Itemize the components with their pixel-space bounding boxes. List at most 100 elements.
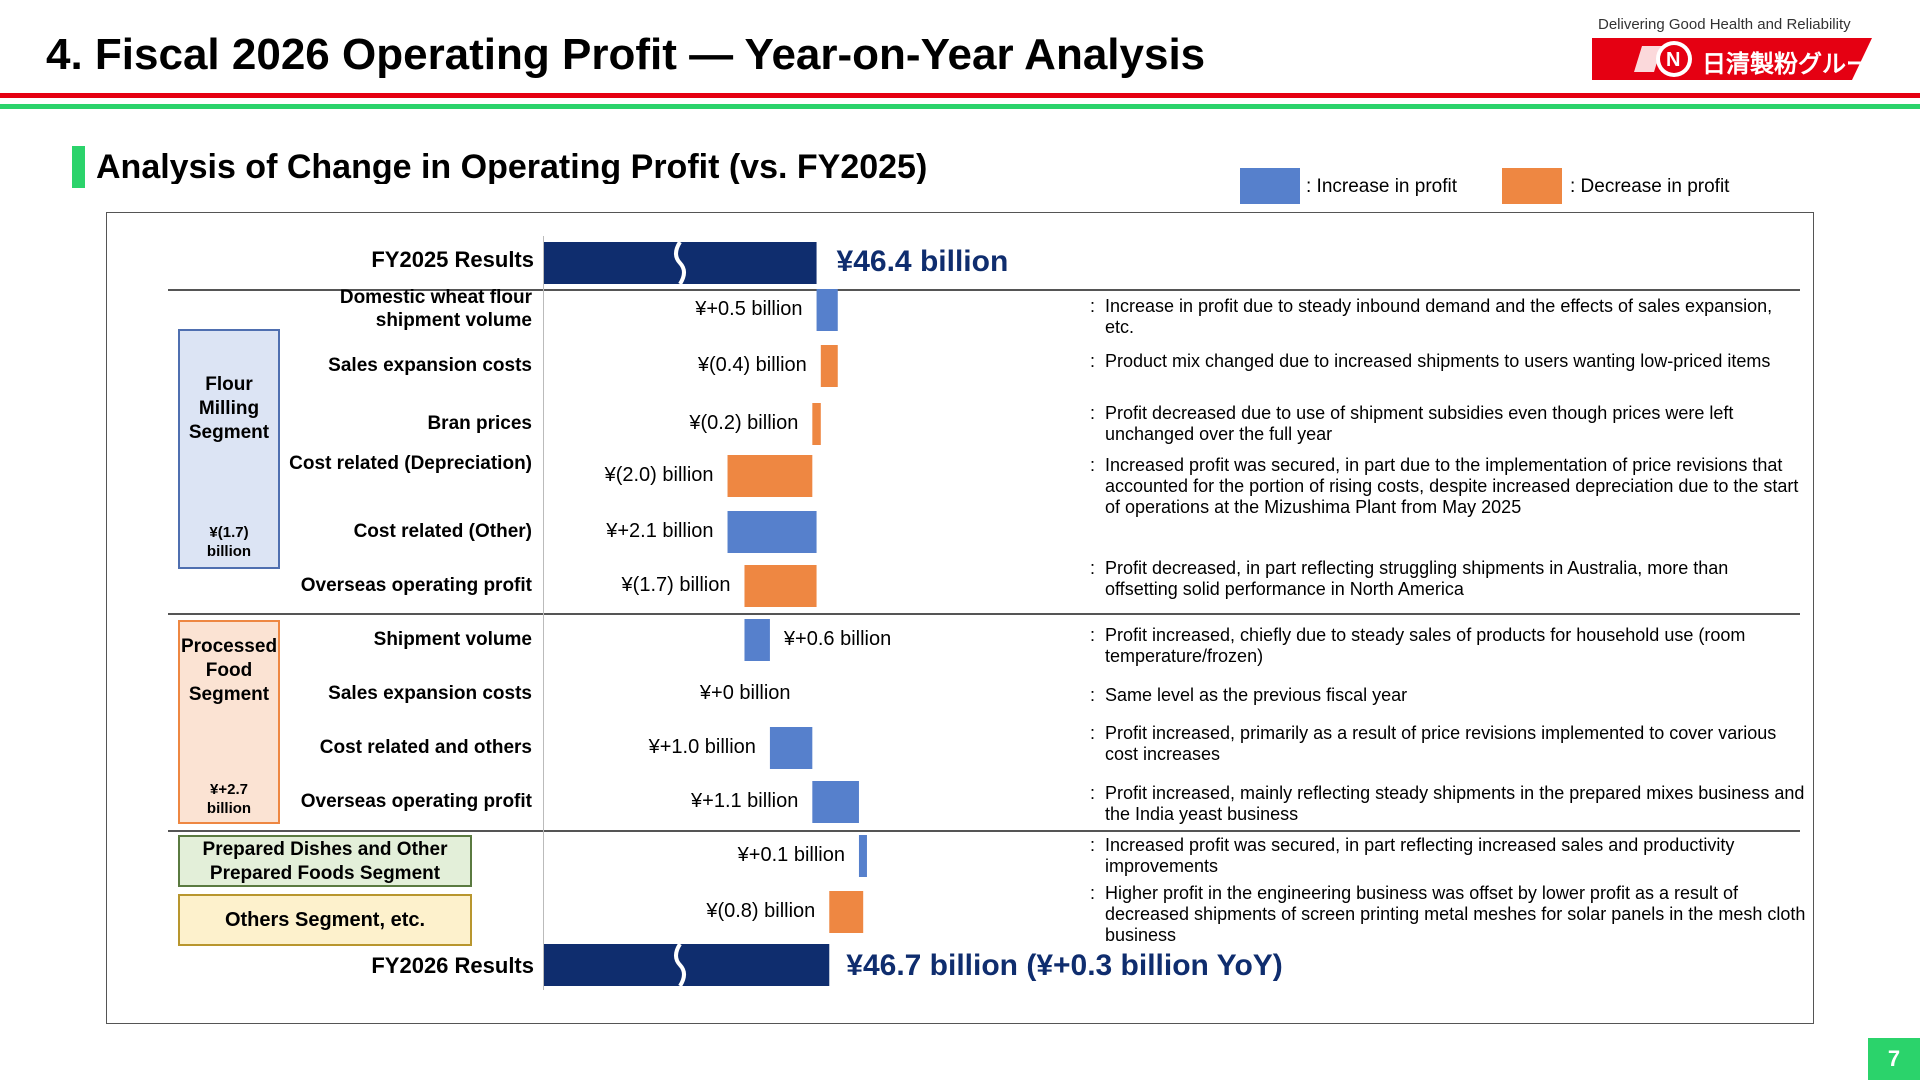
page-number: 7 <box>1868 1038 1920 1080</box>
comment-text: : Profit decreased, in part reflecting st… <box>1090 558 1806 600</box>
change-bar <box>816 289 838 331</box>
comment-colon: : <box>1090 625 1096 645</box>
value-label: ¥+1.0 billion <box>648 736 756 758</box>
logo-banner-icon: N <box>1592 38 1872 80</box>
comment-body: Profit decreased, in part reflecting str… <box>1105 558 1729 599</box>
value-label: ¥+0 billion <box>699 682 791 704</box>
value-label: ¥+2.1 billion <box>606 520 714 542</box>
section-marker <box>72 146 85 188</box>
comment-colon: : <box>1090 685 1096 705</box>
comment-colon: : <box>1090 351 1096 371</box>
item-label: Cost related (Depreciation) <box>289 453 532 474</box>
comment-colon: : <box>1090 883 1096 903</box>
legend-increase-swatch <box>1240 168 1300 204</box>
change-bar <box>727 511 817 553</box>
comment-body: Increased profit was secured, in part du… <box>1105 455 1799 517</box>
value-label: ¥+0.1 billion <box>737 844 845 866</box>
page-title: 4. Fiscal 2026 Operating Profit — Year-o… <box>46 30 1206 79</box>
comment-colon: : <box>1090 558 1096 578</box>
header-rule-red <box>0 93 1920 98</box>
value-label: ¥(2.0) billion <box>604 464 714 486</box>
comment-text: : Profit increased, mainly reflecting ste… <box>1090 783 1806 825</box>
item-label: Cost related and others <box>319 737 532 758</box>
segment-name: Others Segment, etc. <box>224 909 426 931</box>
comment-text: : Product mix changed due to increased sh… <box>1090 351 1806 372</box>
comment-text: : Same level as the previous fiscal year <box>1090 685 1806 706</box>
segment-box-flour: Flour Milling Segment ¥(1.7) billion <box>178 329 280 569</box>
segment-box-processed: Processed Food Segment ¥+2.7 billion <box>178 620 280 824</box>
comment-body: Profit increased, chiefly due to steady … <box>1105 625 1746 666</box>
comment-text: : Increased profit was secured, in part r… <box>1090 835 1806 877</box>
comment-body: Higher profit in the engineering busines… <box>1105 883 1806 945</box>
change-bar <box>829 891 864 933</box>
legend-decrease-label: : Decrease in profit <box>1570 176 1730 197</box>
comment-body: Profit increased, primarily as a result … <box>1105 723 1777 764</box>
start-value-label: ¥46.4 billion <box>836 245 1009 278</box>
end-value-label: ¥46.7 billion (¥+0.3 billion YoY) <box>846 949 1283 982</box>
comment-colon: : <box>1090 723 1096 743</box>
change-bar <box>858 835 867 877</box>
change-bar <box>812 403 821 445</box>
comment-colon: : <box>1090 835 1096 855</box>
divider-line <box>168 613 1800 615</box>
comment-text: : Increased profit was secured, in part d… <box>1090 455 1806 518</box>
change-bar <box>727 455 813 497</box>
change-bar <box>769 727 813 769</box>
change-bar <box>820 345 838 387</box>
svg-text:N: N <box>1666 49 1680 71</box>
end-bar <box>544 944 830 986</box>
comment-body: Profit decreased due to use of shipment … <box>1105 403 1734 444</box>
item-label: Bran prices <box>427 413 532 434</box>
comment-text: : Higher profit in the engineering busine… <box>1090 883 1806 946</box>
value-label: ¥(0.2) billion <box>689 412 799 434</box>
divider-line <box>168 289 1800 291</box>
segment-box-others: Others Segment, etc. <box>178 894 472 946</box>
comment-body: Same level as the previous fiscal year <box>1105 685 1408 705</box>
segment-total: ¥(1.7) billion <box>206 524 252 560</box>
comment-colon: : <box>1090 783 1096 803</box>
item-label: Sales expansion costs <box>328 355 532 376</box>
value-label: ¥+1.1 billion <box>691 790 799 812</box>
item-label: Overseas operating profit <box>300 575 532 596</box>
comment-colon: : <box>1090 296 1096 316</box>
logo-text: 日清製粉グループ <box>1702 51 1893 78</box>
analysis-panel <box>106 212 1814 1024</box>
value-label: ¥(1.7) billion <box>621 574 731 596</box>
value-label: ¥+0.5 billion <box>695 298 803 320</box>
item-label: Domestic wheat flour shipment volume <box>339 287 532 331</box>
header-rule-green <box>0 104 1920 109</box>
comment-body: Increase in profit due to steady inbound… <box>1105 296 1773 337</box>
comment-text: : Profit decreased due to use of shipment… <box>1090 403 1806 445</box>
item-label: Shipment volume <box>373 629 532 650</box>
axis-break-icon <box>674 942 686 988</box>
legend-decrease-swatch <box>1502 168 1562 204</box>
change-bar <box>744 565 817 607</box>
legend-increase-label: : Increase in profit <box>1306 176 1458 197</box>
comment-text: : Profit increased, primarily as a result… <box>1090 723 1806 765</box>
section-title: Analysis of Change in Operating Profit (… <box>96 148 928 184</box>
item-label: Sales expansion costs <box>328 683 532 704</box>
divider-line <box>168 830 1800 832</box>
comment-colon: : <box>1090 455 1096 475</box>
comment-body: Product mix changed due to increased shi… <box>1105 351 1771 371</box>
change-bar <box>812 781 859 823</box>
comment-body: Profit increased, mainly reflecting stea… <box>1105 783 1805 824</box>
segment-total: ¥+2.7 billion <box>206 781 252 817</box>
segment-box-prepared: Prepared Dishes and Other Prepared Foods… <box>178 835 472 887</box>
segment-name: Processed Food Segment <box>180 636 278 705</box>
axis-break-icon <box>674 240 686 286</box>
value-label: ¥(0.8) billion <box>706 900 816 922</box>
comment-text: : Profit increased, chiefly due to steady… <box>1090 625 1806 667</box>
change-bar <box>744 619 770 661</box>
item-label: Overseas operating profit <box>300 791 532 812</box>
item-label: Cost related (Other) <box>353 521 532 542</box>
tagline: Delivering Good Health and Reliability <box>1598 16 1851 33</box>
value-label: ¥+0.6 billion <box>783 628 892 650</box>
comment-body: Increased profit was secured, in part re… <box>1105 835 1735 876</box>
comment-colon: : <box>1090 403 1096 423</box>
company-logo: N 日清製粉グループ <box>1592 38 1893 80</box>
end-label: FY2026 Results <box>371 953 534 978</box>
start-label: FY2025 Results <box>371 247 534 272</box>
comment-text: : Increase in profit due to steady inboun… <box>1090 296 1806 338</box>
